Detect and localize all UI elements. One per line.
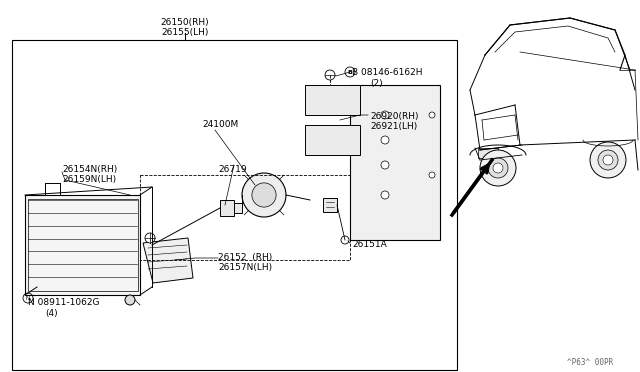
Text: 26921(LH): 26921(LH) (370, 122, 417, 131)
Text: ^P63^ 00PR: ^P63^ 00PR (567, 358, 613, 367)
Bar (234, 203, 242, 213)
Bar (28, 199, 138, 291)
Text: 26157N(LH): 26157N(LH) (218, 263, 272, 272)
Circle shape (252, 183, 276, 207)
Circle shape (493, 163, 503, 173)
Text: N: N (26, 295, 30, 301)
Text: 26152  (RH): 26152 (RH) (218, 253, 272, 262)
Text: 26159N(LH): 26159N(LH) (62, 175, 116, 184)
Text: 24100M: 24100M (202, 120, 238, 129)
Circle shape (603, 155, 613, 165)
Circle shape (125, 295, 135, 305)
Bar (305, 85, 360, 115)
Text: 26920(RH): 26920(RH) (370, 112, 419, 121)
Bar (25, 195, 140, 295)
Text: 26719: 26719 (218, 165, 246, 174)
Circle shape (590, 142, 626, 178)
Text: B 08146-6162H: B 08146-6162H (352, 68, 422, 77)
Text: (4): (4) (45, 309, 58, 318)
Circle shape (381, 111, 389, 119)
Circle shape (480, 150, 516, 186)
Circle shape (429, 112, 435, 118)
Circle shape (145, 233, 155, 243)
Text: (2): (2) (370, 79, 383, 88)
Text: 26154N(RH): 26154N(RH) (62, 165, 117, 174)
Polygon shape (143, 238, 193, 283)
Text: 26150(RH): 26150(RH) (161, 18, 209, 27)
Bar (220, 200, 234, 216)
Circle shape (325, 70, 335, 80)
Text: B: B (348, 70, 353, 74)
Text: N 08911-1062G: N 08911-1062G (28, 298, 99, 307)
Circle shape (381, 136, 389, 144)
Circle shape (341, 236, 349, 244)
Bar (350, 85, 440, 240)
Bar (323, 198, 337, 212)
Circle shape (381, 191, 389, 199)
Bar (305, 125, 360, 155)
Circle shape (488, 158, 508, 178)
Circle shape (242, 173, 286, 217)
Circle shape (429, 172, 435, 178)
Bar (478, 148, 498, 158)
Circle shape (598, 150, 618, 170)
Bar (140, 175, 350, 260)
Text: 26155(LH): 26155(LH) (161, 28, 209, 37)
Bar (12, 40, 457, 370)
Circle shape (381, 161, 389, 169)
Text: 26151A: 26151A (352, 240, 387, 249)
